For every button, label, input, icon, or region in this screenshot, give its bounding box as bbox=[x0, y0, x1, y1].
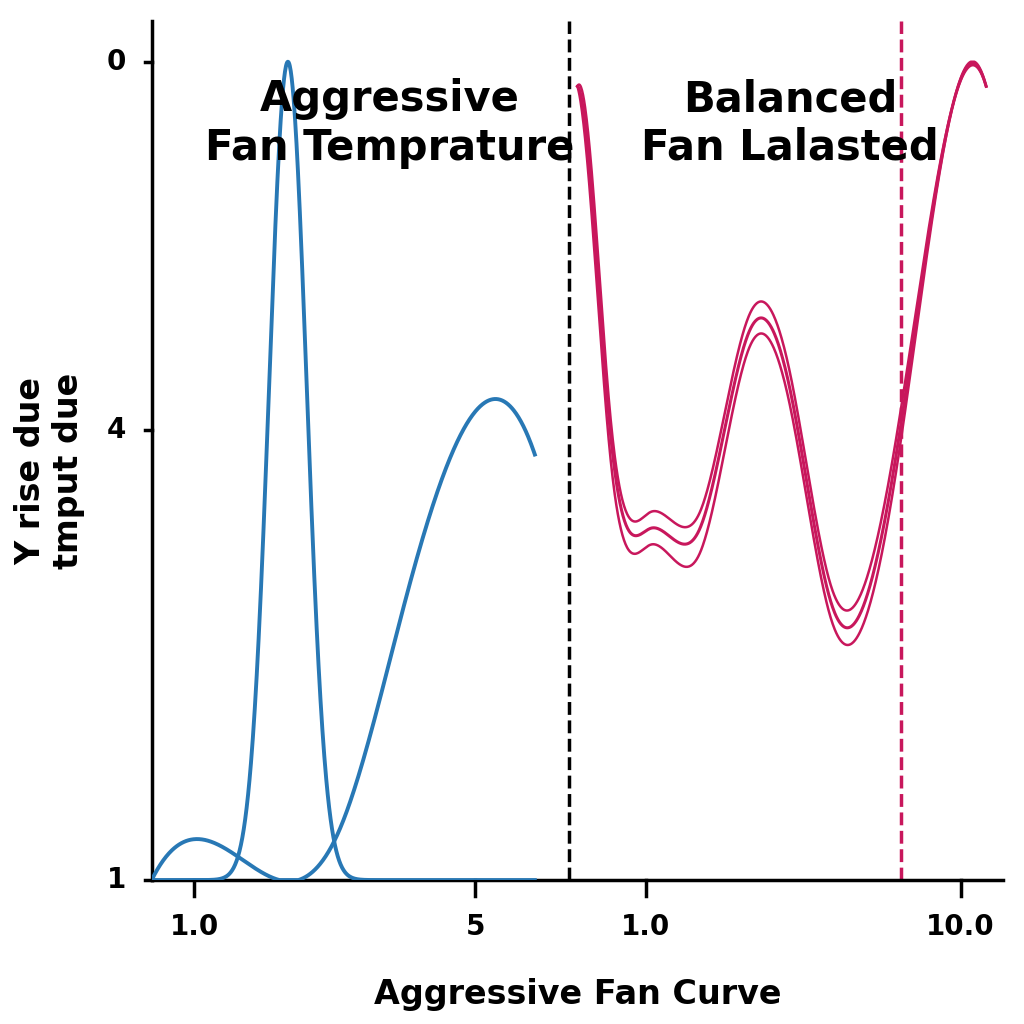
Text: 1.0: 1.0 bbox=[170, 912, 219, 941]
Text: Aggressive Fan Curve: Aggressive Fan Curve bbox=[374, 978, 781, 1012]
Text: 5: 5 bbox=[466, 912, 485, 941]
Text: Aggressive
Fan Temprature: Aggressive Fan Temprature bbox=[206, 78, 574, 169]
Text: 0: 0 bbox=[106, 48, 126, 76]
Text: 4: 4 bbox=[106, 416, 126, 444]
Text: 1.0: 1.0 bbox=[621, 912, 670, 941]
Text: 10.0: 10.0 bbox=[927, 912, 995, 941]
Text: Y rise due
tmput due: Y rise due tmput due bbox=[14, 373, 85, 569]
Text: 1: 1 bbox=[106, 866, 126, 894]
Text: Balanced
Fan Lalasted: Balanced Fan Lalasted bbox=[641, 78, 939, 169]
